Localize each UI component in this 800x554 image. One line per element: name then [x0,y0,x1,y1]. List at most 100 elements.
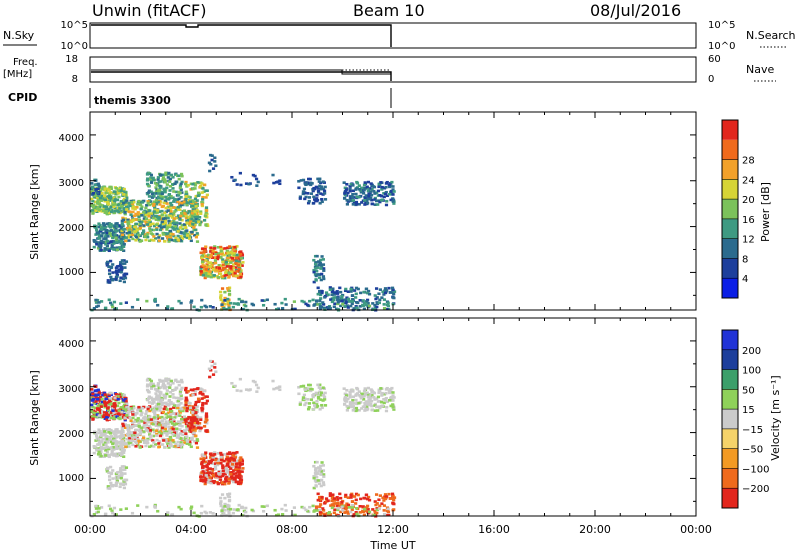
power-cell [149,181,154,184]
velocity-cell [123,409,128,412]
velocity-cell [392,408,396,411]
velocity-cell [232,457,236,461]
power-cell [126,222,130,226]
velocity-cell [219,504,223,508]
velocity-cell [240,470,244,473]
power-cell [204,223,208,226]
power-cell [137,218,141,222]
power-cell [316,266,320,269]
power-cell [200,203,204,206]
velocity-cell [151,428,155,432]
power-cell [192,200,196,203]
power-cell [220,303,224,306]
power-cell [92,205,96,209]
power-cell [192,228,196,232]
power-cell [344,298,348,301]
velocity-cell [229,465,233,469]
power-cell [104,233,108,236]
power-cell [314,185,318,189]
power-cell [179,172,184,176]
power-cell [217,264,221,268]
power-cell [96,304,100,308]
power-cell [120,259,124,262]
power-cell [349,199,353,203]
cpid-panel: CPID themis 3300 [8,88,392,108]
velocity-cell [169,438,173,442]
power-cell [122,207,126,211]
power-cell [163,179,167,183]
velocity-cell [219,500,223,503]
power-cell [172,198,176,202]
power-cell [278,179,282,183]
power-cell [223,296,227,300]
power-cell [356,287,360,291]
velocity-cell [114,428,118,431]
velocity-cell [170,422,174,425]
velocity-cell [98,453,102,456]
velocity-cell [111,402,115,406]
power-cell [355,202,359,206]
power-cell [177,197,181,201]
power-cell [226,246,230,250]
power-cell [379,181,383,184]
velocity-ytick-2000: 2000 [59,429,84,440]
power-cell [180,201,184,205]
velocity-cell [335,496,339,499]
power-cell [349,287,353,291]
velocity-cell [224,513,228,517]
power-cell [208,169,212,173]
velocity-ytick-4000: 4000 [59,339,84,350]
power-cell [344,287,348,291]
velocity-cell [221,469,225,473]
velocity-cell [238,476,242,480]
velocity-cell [367,498,372,502]
velocity-cell [383,497,388,501]
power-cell [154,190,159,194]
power-cell [355,181,360,185]
velocity-cell [219,470,224,474]
velocity-cell [237,468,241,472]
velocity-cell [208,476,212,479]
velocity-cell [313,460,318,464]
velocity-cell [198,421,202,425]
velocity-cell [114,393,118,396]
velocity-cell [214,458,218,462]
power-cell [130,215,135,218]
velocity-cell [150,398,155,402]
power-cell [251,173,255,177]
velocity-cell [321,469,326,472]
power-cell [167,240,171,243]
velocity-cell [107,475,112,478]
velocity-cell [253,380,257,384]
power-cell [153,237,158,240]
power-cell [315,303,319,306]
velocity-cell [113,409,118,412]
power-cell [216,276,221,279]
power-cell [382,195,386,199]
velocity-cell [311,504,315,508]
velocity-cell [164,401,168,405]
power-cell [391,193,395,196]
power-cell [194,217,198,221]
power-cell [136,203,140,206]
power-cell [322,277,326,281]
power-cell [342,181,346,184]
velocity-cell [142,439,147,442]
power-cell [352,201,356,205]
power-cell [179,188,183,191]
velocity-cell [123,482,128,486]
power-cell [111,239,115,243]
velocity-cell [105,445,109,449]
power-cell [193,197,198,201]
velocity-cell [208,359,213,363]
velocity-cell [232,476,236,479]
power-cell [171,196,175,200]
velocity-cell [221,474,225,478]
power-cell [113,229,117,232]
power-cell [225,265,229,268]
power-cell [133,207,137,211]
velocity-cell [187,401,191,405]
power-cell [373,294,377,297]
power-cell [149,176,153,179]
power-cell [391,199,395,203]
